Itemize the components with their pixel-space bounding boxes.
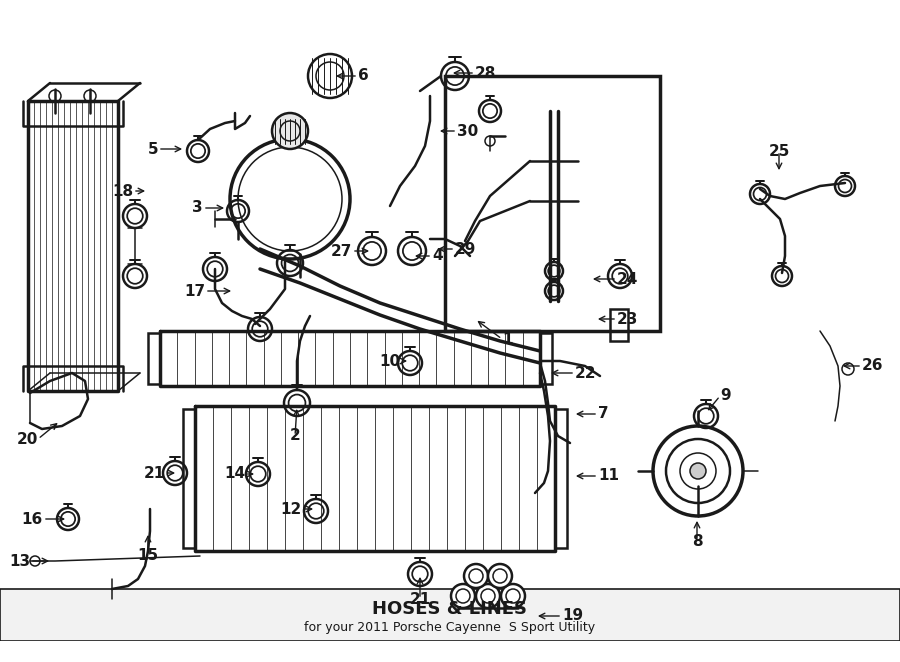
- Text: 30: 30: [457, 124, 478, 138]
- Bar: [445, 76, 660, 331]
- Text: 16: 16: [22, 512, 43, 526]
- Text: 20: 20: [16, 432, 38, 446]
- Text: 4: 4: [432, 248, 443, 263]
- Text: 23: 23: [617, 312, 638, 326]
- Bar: [610, 309, 628, 341]
- Text: 13: 13: [9, 553, 30, 569]
- Text: 10: 10: [379, 354, 400, 369]
- Circle shape: [464, 564, 488, 588]
- Text: 7: 7: [598, 406, 608, 422]
- Text: 24: 24: [617, 271, 638, 287]
- Text: 21: 21: [410, 592, 430, 606]
- Text: 26: 26: [862, 359, 884, 373]
- Circle shape: [690, 463, 706, 479]
- Text: 12: 12: [281, 502, 302, 516]
- Text: 9: 9: [720, 389, 731, 404]
- Text: 29: 29: [455, 242, 476, 256]
- Circle shape: [842, 363, 854, 375]
- Bar: [540, 333, 552, 384]
- Text: 22: 22: [575, 365, 597, 381]
- Text: 28: 28: [475, 66, 497, 81]
- Text: 14: 14: [224, 467, 245, 481]
- Text: 11: 11: [598, 469, 619, 483]
- Text: 27: 27: [330, 244, 352, 258]
- Circle shape: [501, 584, 525, 608]
- Bar: [0, 589, 900, 641]
- Circle shape: [653, 426, 743, 516]
- Text: 18: 18: [112, 183, 133, 199]
- Text: 8: 8: [692, 534, 702, 549]
- Circle shape: [230, 139, 350, 259]
- Text: 19: 19: [562, 608, 583, 624]
- Text: 6: 6: [358, 68, 369, 83]
- Text: 2: 2: [290, 428, 301, 444]
- Text: 3: 3: [193, 201, 203, 216]
- Bar: [148, 333, 160, 384]
- Text: 21: 21: [144, 465, 165, 481]
- Text: 15: 15: [138, 549, 158, 563]
- Text: 17: 17: [184, 283, 205, 299]
- Bar: [183, 409, 195, 548]
- Text: for your 2011 Porsche Cayenne  S Sport Utility: for your 2011 Porsche Cayenne S Sport Ut…: [304, 620, 596, 634]
- Circle shape: [272, 113, 308, 149]
- Text: HOSES & LINES: HOSES & LINES: [373, 600, 527, 618]
- Circle shape: [488, 564, 512, 588]
- Text: 5: 5: [148, 142, 158, 156]
- Circle shape: [476, 584, 500, 608]
- Text: 25: 25: [769, 144, 789, 158]
- Circle shape: [308, 54, 352, 98]
- Circle shape: [451, 584, 475, 608]
- Bar: [555, 409, 567, 548]
- Text: 1: 1: [502, 332, 512, 346]
